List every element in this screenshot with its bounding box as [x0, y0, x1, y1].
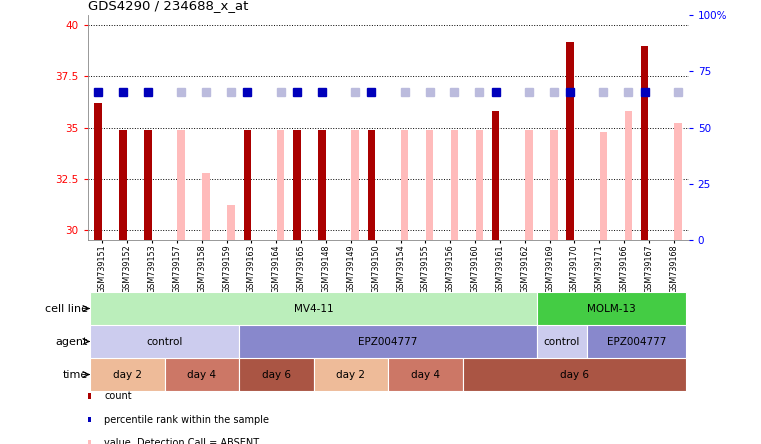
- Text: MV4-11: MV4-11: [294, 304, 333, 313]
- Bar: [239, 358, 314, 391]
- Text: value, Detection Call = ABSENT: value, Detection Call = ABSENT: [104, 438, 260, 444]
- Bar: [537, 292, 686, 325]
- Text: time: time: [62, 369, 88, 380]
- Bar: [239, 325, 537, 358]
- Bar: [144, 130, 151, 240]
- Text: day 4: day 4: [411, 369, 440, 380]
- Bar: [293, 130, 301, 240]
- Text: GDS4290 / 234688_x_at: GDS4290 / 234688_x_at: [88, 0, 248, 12]
- Bar: [550, 130, 558, 240]
- Text: agent: agent: [56, 337, 88, 346]
- Bar: [227, 205, 234, 240]
- Text: control: control: [544, 337, 580, 346]
- Bar: [202, 173, 210, 240]
- Bar: [318, 130, 326, 240]
- Bar: [277, 130, 285, 240]
- Bar: [90, 292, 537, 325]
- Bar: [537, 325, 587, 358]
- Bar: [463, 358, 686, 391]
- Bar: [674, 123, 682, 240]
- Text: percentile rank within the sample: percentile rank within the sample: [104, 415, 269, 424]
- Bar: [587, 325, 686, 358]
- Bar: [244, 130, 251, 240]
- Text: count: count: [104, 391, 132, 401]
- Bar: [90, 358, 164, 391]
- Text: control: control: [146, 337, 183, 346]
- Text: day 6: day 6: [560, 369, 589, 380]
- Bar: [525, 130, 533, 240]
- Bar: [119, 130, 127, 240]
- Bar: [388, 358, 463, 391]
- Text: cell line: cell line: [45, 304, 88, 313]
- Text: day 2: day 2: [113, 369, 142, 380]
- Bar: [94, 103, 102, 240]
- Bar: [625, 111, 632, 240]
- Bar: [600, 131, 607, 240]
- Bar: [368, 130, 375, 240]
- Text: day 2: day 2: [336, 369, 365, 380]
- Bar: [451, 130, 458, 240]
- Bar: [476, 130, 483, 240]
- Text: EPZ004777: EPZ004777: [607, 337, 666, 346]
- Bar: [641, 46, 648, 240]
- Bar: [492, 111, 499, 240]
- Bar: [164, 358, 239, 391]
- Bar: [314, 358, 388, 391]
- Text: day 6: day 6: [262, 369, 291, 380]
- Bar: [352, 130, 358, 240]
- Bar: [177, 130, 185, 240]
- Text: day 4: day 4: [187, 369, 216, 380]
- Text: EPZ004777: EPZ004777: [358, 337, 418, 346]
- Text: MOLM-13: MOLM-13: [587, 304, 636, 313]
- Bar: [566, 42, 574, 240]
- Bar: [401, 130, 409, 240]
- Bar: [426, 130, 433, 240]
- Bar: [90, 325, 239, 358]
